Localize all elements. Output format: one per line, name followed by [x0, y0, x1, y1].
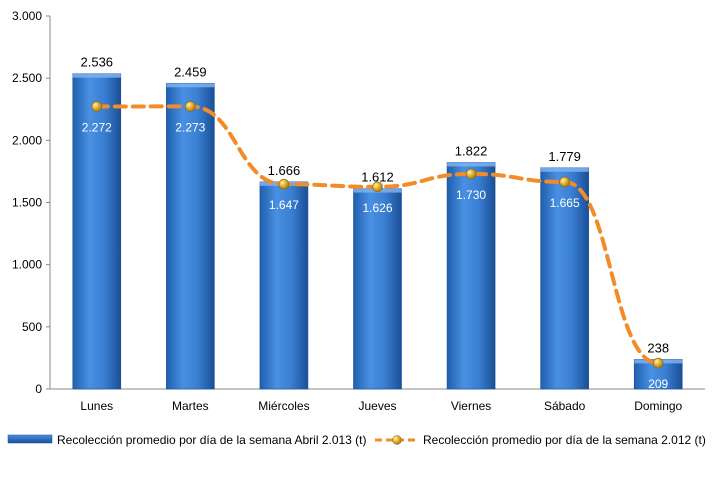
line-data-label: 2.273 [175, 120, 205, 134]
legend: Recolección promedio por día de la seman… [7, 433, 706, 447]
y-tick-label: 1.000 [12, 258, 42, 272]
legend-label: Recolección promedio por día de la seman… [423, 433, 706, 447]
bar-labels: 2.536 2.459 1.666 1.612 1.822 1.779 238 [81, 55, 670, 356]
line-point [278, 178, 290, 190]
x-tick-label: Miércoles [258, 399, 309, 413]
bar-top-highlight [447, 162, 496, 167]
bar-data-label: 1.822 [455, 143, 488, 158]
y-tick-label: 2.500 [12, 71, 42, 85]
line-data-label: 1.730 [456, 188, 486, 202]
line-point [465, 168, 477, 180]
bar-data-label: 2.536 [81, 55, 114, 70]
line-point [559, 176, 570, 188]
x-tick-label: Lunes [80, 399, 113, 413]
bar-top-highlight [72, 73, 121, 78]
line-point [185, 101, 196, 112]
bar [72, 73, 122, 390]
bar-data-label: 238 [647, 340, 669, 355]
y-tick-label: 2.000 [12, 133, 42, 147]
x-tick-label: Sábado [544, 399, 586, 413]
bar [353, 188, 402, 390]
axes: 0 500 1.000 1.500 2.000 2.500 3.000 [12, 9, 705, 396]
legend-swatch-bar [7, 434, 53, 444]
legend-label: Recolección promedio por día de la seman… [57, 433, 367, 447]
bar-data-label: 1.779 [548, 149, 581, 164]
line-point [91, 101, 103, 112]
line-data-label: 2.272 [82, 121, 112, 135]
x-tick-label: Viernes [451, 399, 491, 413]
bar [446, 162, 496, 390]
bar [540, 167, 589, 390]
bar-data-label: 2.459 [174, 64, 207, 79]
x-axis-labels: Lunes Martes Miércoles Jueves Viernes Sábado D… [80, 399, 682, 413]
line-data-label: 1.665 [550, 196, 580, 210]
line-point [372, 181, 383, 193]
series-line [94, 104, 661, 366]
line-series [91, 101, 664, 369]
line-labels: 2.272 2.273 1.647 1.626 1.730 1.665 209 [82, 120, 669, 391]
x-tick-label: Jueves [358, 399, 396, 413]
bar-top-highlight [540, 167, 589, 172]
bar-top-highlight [166, 83, 215, 88]
x-tick-label: Martes [172, 399, 209, 413]
line-data-label: 209 [648, 377, 668, 391]
line-data-label: 1.626 [362, 201, 392, 215]
y-tick-label: 3.000 [12, 9, 42, 23]
y-tick-label: 0 [35, 382, 42, 396]
bar-data-label: 1.666 [268, 163, 301, 178]
x-tick-label: Domingo [634, 399, 682, 413]
bar [166, 82, 215, 390]
bar [633, 359, 683, 390]
legend-marker [392, 435, 402, 445]
bar-data-label: 1.612 [361, 170, 394, 185]
y-tick-label: 1.500 [12, 196, 42, 210]
bars [72, 73, 683, 390]
line-point [652, 357, 664, 369]
bar [259, 181, 309, 390]
line-data-label: 1.647 [269, 198, 299, 212]
y-tick-label: 500 [22, 320, 42, 334]
